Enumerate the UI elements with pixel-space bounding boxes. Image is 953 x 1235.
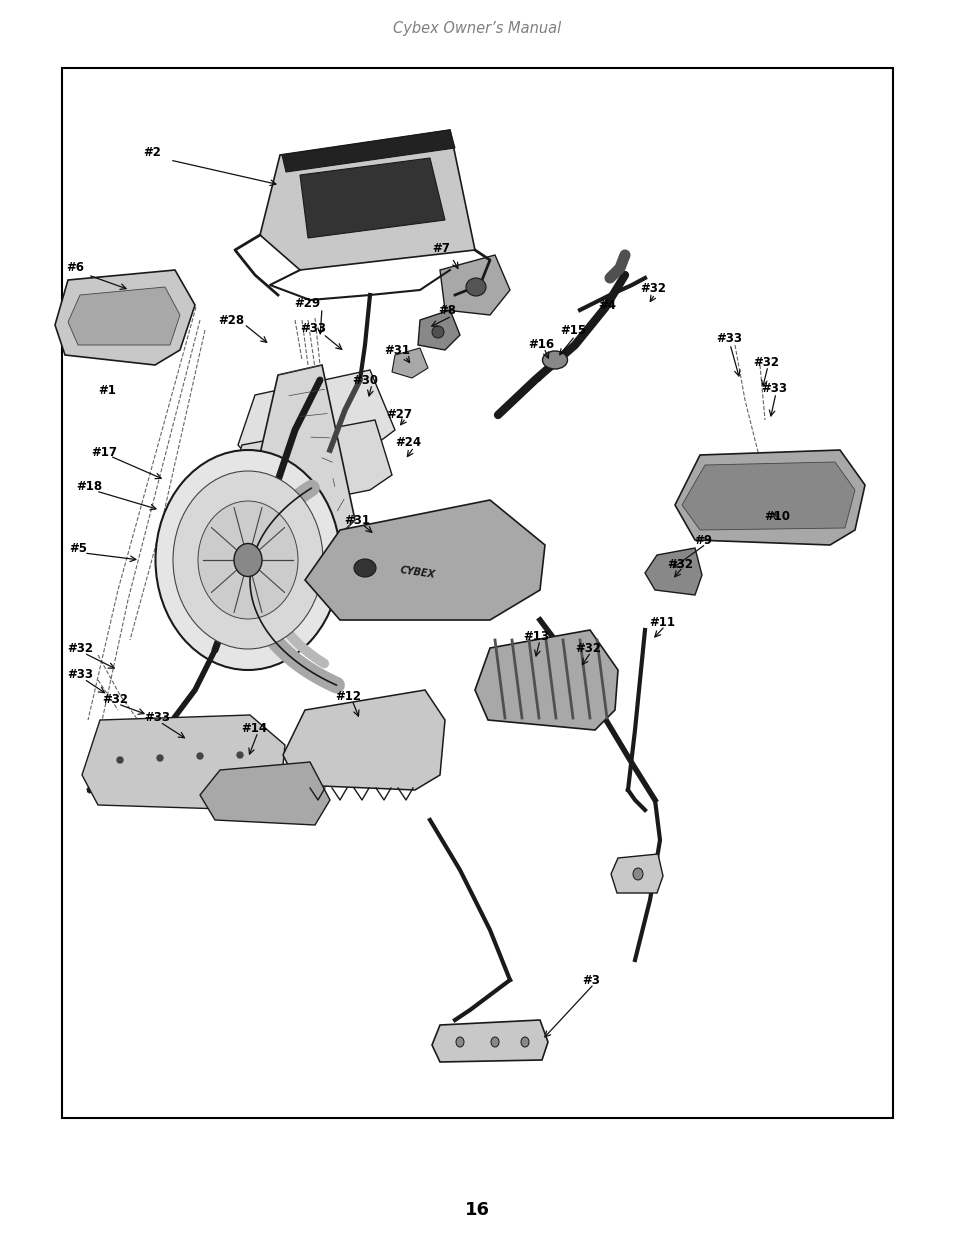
Polygon shape [282,130,455,172]
Bar [62,68,892,1118]
Polygon shape [55,270,194,366]
Polygon shape [439,254,510,315]
Polygon shape [283,690,444,790]
Circle shape [236,752,243,758]
Text: #32: #32 [666,557,692,571]
Polygon shape [305,500,544,620]
Polygon shape [392,348,428,378]
Text: #32: #32 [575,642,600,656]
Text: #33: #33 [716,332,741,346]
Ellipse shape [633,868,642,881]
Polygon shape [610,853,662,893]
Text: #3: #3 [581,974,599,988]
Text: #9: #9 [693,534,711,547]
Ellipse shape [172,471,323,650]
Text: #18: #18 [76,480,102,494]
Text: 16: 16 [464,1200,489,1219]
Text: #8: #8 [437,304,456,316]
Ellipse shape [198,501,297,619]
Circle shape [196,753,203,760]
Ellipse shape [354,559,375,577]
Ellipse shape [520,1037,529,1047]
Text: #17: #17 [91,446,117,458]
Text: #2: #2 [143,146,161,158]
Text: #30: #30 [352,373,377,387]
Polygon shape [237,370,395,471]
Polygon shape [681,462,854,530]
Text: #32: #32 [752,356,779,368]
Circle shape [157,755,163,761]
Polygon shape [644,548,701,595]
Polygon shape [82,715,285,810]
Text: #32: #32 [639,282,665,294]
Ellipse shape [432,326,443,338]
Text: #12: #12 [335,690,360,704]
Text: #31: #31 [344,514,370,526]
Text: #14: #14 [241,722,267,736]
Polygon shape [299,158,444,238]
Text: #16: #16 [527,337,554,351]
Circle shape [117,757,123,763]
Text: #1: #1 [98,384,116,396]
Polygon shape [68,287,180,345]
Polygon shape [200,762,330,825]
Text: #29: #29 [294,296,319,310]
Text: #4: #4 [598,299,616,311]
Text: #10: #10 [763,510,789,522]
Polygon shape [245,366,355,545]
Text: #15: #15 [559,324,585,336]
Text: CYBEX: CYBEX [399,566,436,580]
Ellipse shape [491,1037,498,1047]
Text: #33: #33 [299,321,326,335]
Ellipse shape [465,278,485,296]
Text: #33: #33 [67,668,92,682]
Polygon shape [228,420,392,515]
Text: #32: #32 [102,694,128,706]
Text: #6: #6 [66,261,84,273]
Ellipse shape [233,543,262,577]
Text: #33: #33 [760,382,786,394]
Text: #13: #13 [522,630,548,642]
Text: #7: #7 [432,242,450,254]
Text: #31: #31 [384,345,410,357]
Ellipse shape [155,450,340,671]
Text: #32: #32 [67,642,92,656]
Text: #27: #27 [386,409,412,421]
Text: #33: #33 [144,711,170,725]
Text: #28: #28 [217,314,244,326]
Ellipse shape [542,351,567,369]
Polygon shape [417,310,459,350]
Polygon shape [260,130,475,270]
Ellipse shape [456,1037,463,1047]
Polygon shape [675,450,864,545]
Polygon shape [475,630,618,730]
Text: #5: #5 [69,541,87,555]
Text: Cybex Owner’s Manual: Cybex Owner’s Manual [393,21,560,36]
Text: #11: #11 [648,615,675,629]
Text: #24: #24 [395,436,420,450]
Polygon shape [432,1020,547,1062]
